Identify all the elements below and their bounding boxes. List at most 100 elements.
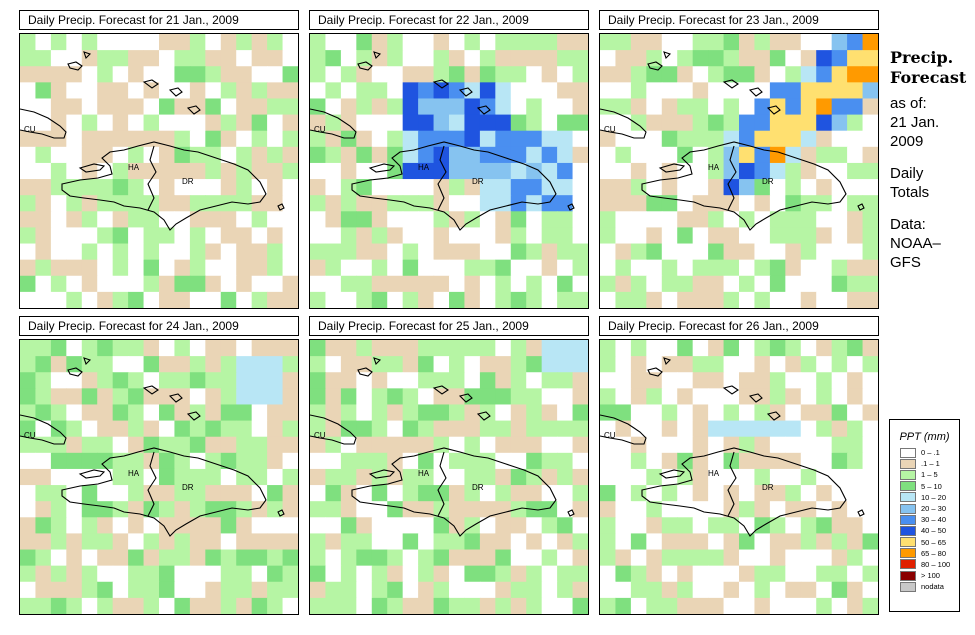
precip-cell [785, 162, 802, 180]
precip-cell [630, 565, 647, 583]
precip-cell [831, 420, 848, 438]
precip-cell [739, 114, 756, 132]
precip-cell [449, 340, 466, 357]
precip-cell [159, 259, 176, 277]
precip-cell [769, 34, 786, 51]
precip-cell [769, 404, 786, 422]
precip-cell [615, 243, 632, 261]
precip-cell [572, 82, 588, 100]
precip-cell [112, 130, 129, 148]
precip-cell [510, 372, 527, 389]
precip-cell [402, 597, 419, 614]
precip-cell [174, 372, 191, 389]
precip-cell [692, 195, 709, 212]
region-label-ha: HA [128, 469, 140, 478]
precip-cell [862, 485, 878, 502]
precip-cell [557, 211, 574, 229]
precip-cell [251, 372, 268, 389]
precip-cell [754, 82, 771, 100]
precip-cell [600, 98, 617, 116]
precip-cell [220, 420, 237, 438]
precip-cell [646, 291, 663, 308]
precip-cell [449, 452, 466, 470]
precip-cell [20, 597, 37, 614]
precip-cell [220, 291, 237, 308]
precip-map: CU HA DR [19, 339, 299, 615]
precip-cell [572, 517, 588, 535]
precip-cell [174, 275, 191, 293]
precip-cell [464, 501, 481, 518]
precip-cell [66, 436, 83, 454]
precip-cell [739, 485, 756, 502]
precip-cell [402, 275, 419, 293]
precip-cell [646, 372, 663, 389]
precip-cell [630, 549, 647, 567]
precip-cell [220, 82, 237, 100]
precip-cell [661, 179, 678, 196]
precip-cell [236, 517, 253, 535]
precip-cell [541, 66, 558, 83]
coastline [368, 163, 396, 173]
precip-cell [267, 468, 284, 486]
precip-cell [615, 533, 632, 551]
precip-cell [677, 66, 694, 83]
precip-cell [785, 146, 802, 164]
precip-cell [143, 243, 160, 261]
precip-cell [692, 162, 709, 180]
precip-cell [816, 275, 833, 293]
precip-cell [433, 356, 450, 373]
totals-label-2: Totals [890, 184, 930, 201]
precip-cell [708, 372, 725, 389]
precip-cell [677, 82, 694, 100]
precip-cell [769, 549, 786, 567]
precip-cell [251, 50, 268, 67]
precip-cell [847, 468, 864, 486]
precip-cell [557, 114, 574, 132]
precip-cell [282, 162, 298, 180]
precip-cell [433, 82, 450, 100]
precip-cell [661, 452, 678, 470]
precip-cell [143, 404, 160, 422]
precip-cell [557, 243, 574, 261]
precip-cell [754, 34, 771, 51]
precip-cell [510, 533, 527, 551]
precip-cell [267, 420, 284, 438]
legend-title: PPT (mm) [899, 431, 950, 443]
precip-cell [464, 436, 481, 454]
precip-cell [615, 146, 632, 164]
precip-cell [159, 98, 176, 116]
precip-cell [282, 581, 298, 599]
precip-cell [220, 98, 237, 116]
precip-cell [692, 179, 709, 196]
precip-cell [371, 146, 388, 164]
precip-cell [220, 501, 237, 518]
precip-cell [526, 179, 543, 196]
precip-cell [769, 146, 786, 164]
precip-cell [97, 388, 114, 406]
precip-cell [769, 597, 786, 614]
precip-cell [112, 517, 129, 535]
precip-cell [615, 98, 632, 116]
precip-cell [236, 436, 253, 454]
precip-cell [572, 340, 588, 357]
precip-cell [174, 227, 191, 245]
precip-cell [831, 98, 848, 116]
precip-cell [677, 179, 694, 196]
precip-cell [510, 581, 527, 599]
precip-cell [66, 275, 83, 293]
coastline [647, 61, 663, 71]
precip-cell [325, 340, 342, 357]
precip-cell [189, 291, 206, 308]
precip-cell [340, 146, 357, 164]
precip-cell [50, 291, 67, 308]
precip-cell [615, 50, 632, 67]
precip-cell [630, 243, 647, 261]
precip-cell [816, 66, 833, 83]
precip-cell [800, 404, 817, 422]
precip-cell [35, 146, 52, 164]
precip-cell [356, 356, 373, 373]
precip-cell [449, 34, 466, 51]
precip-cell [112, 82, 129, 100]
precip-cell [572, 468, 588, 486]
